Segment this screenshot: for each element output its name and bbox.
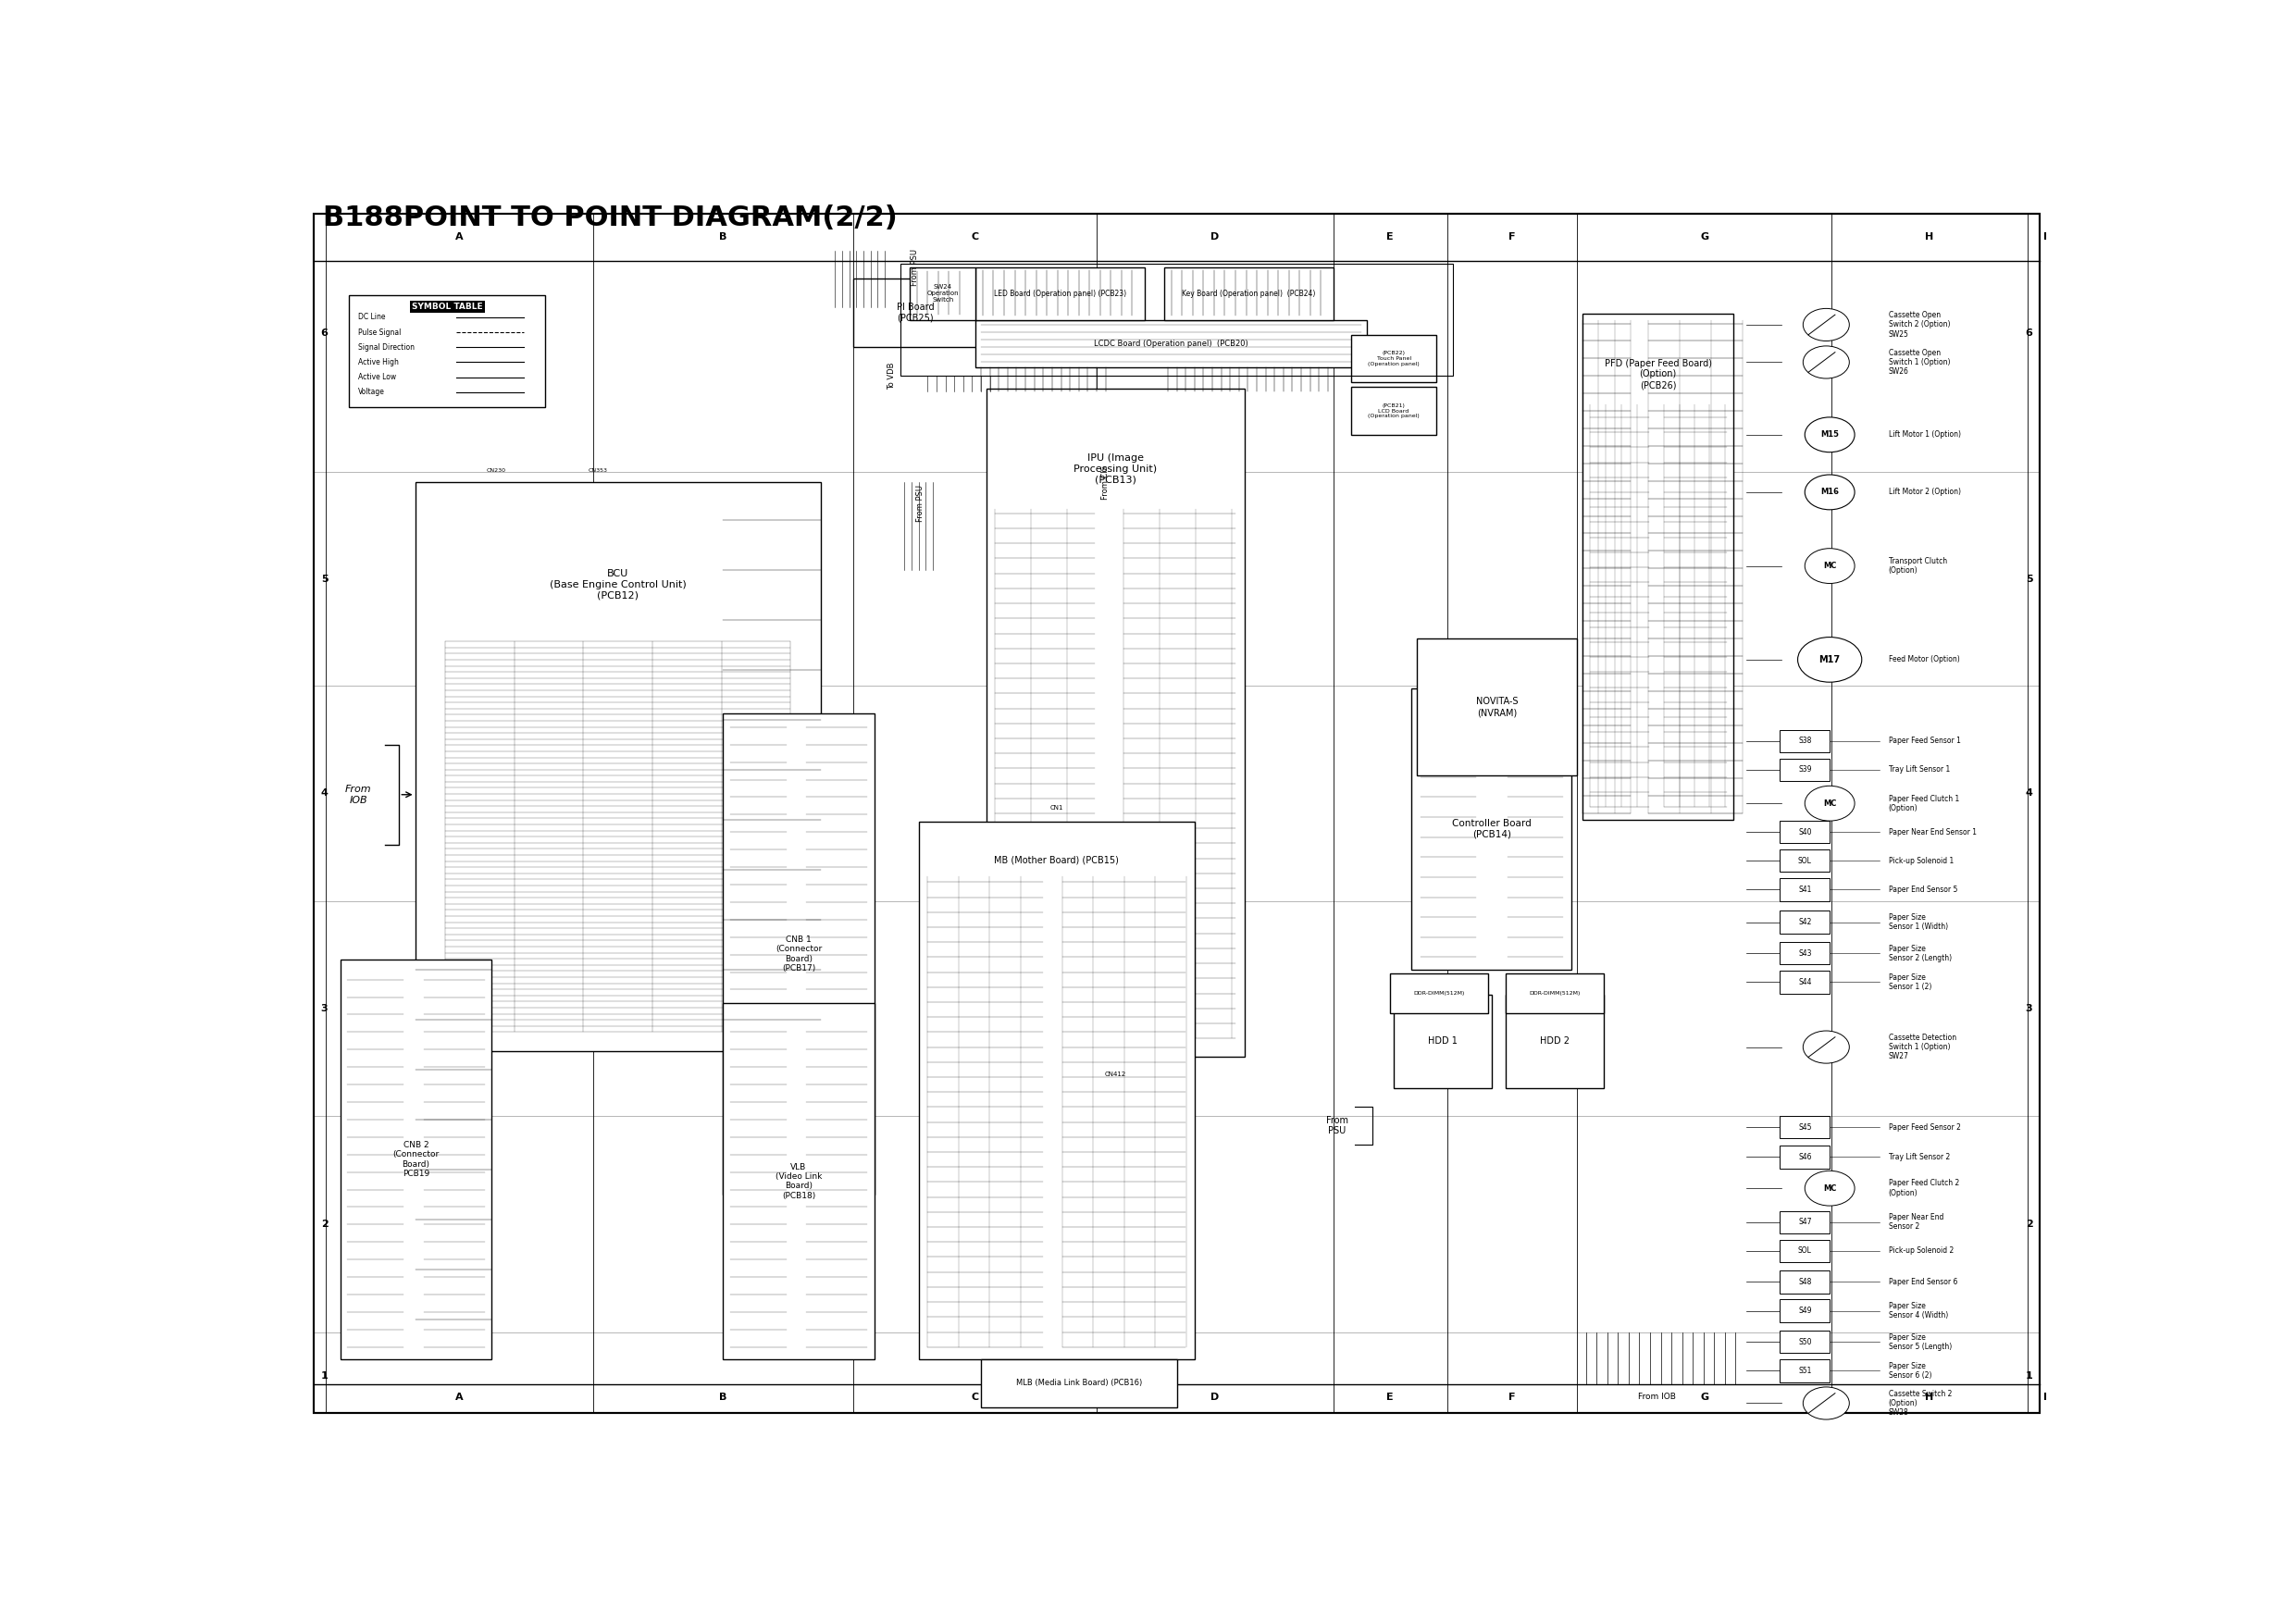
Text: 3: 3: [2025, 1003, 2032, 1013]
Text: DDR-DIMM(512M): DDR-DIMM(512M): [1414, 992, 1465, 995]
Text: SOL: SOL: [1798, 857, 1812, 865]
Circle shape: [1805, 786, 1855, 821]
Bar: [1779, 1115, 1830, 1138]
Text: Pick-up Solenoid 2: Pick-up Solenoid 2: [1890, 1246, 1954, 1255]
Text: 6: 6: [2025, 329, 2032, 338]
Text: From PSU: From PSU: [916, 485, 925, 521]
Bar: [1779, 971, 1830, 993]
Bar: [980, 1360, 1178, 1407]
Text: SYMBOL TABLE: SYMBOL TABLE: [411, 302, 482, 310]
Text: Paper Near End
Sensor 2: Paper Near End Sensor 2: [1890, 1212, 1942, 1230]
Text: From CIS: From CIS: [1102, 466, 1109, 500]
Bar: [1779, 1300, 1830, 1323]
Bar: [1506, 995, 1605, 1089]
Text: Paper Size
Sensor 1 (Width): Paper Size Sensor 1 (Width): [1890, 914, 1947, 932]
Bar: [723, 714, 875, 1195]
Text: 2: 2: [321, 1220, 328, 1229]
Text: From PSU: From PSU: [912, 248, 918, 286]
Text: Paper Feed Sensor 2: Paper Feed Sensor 2: [1890, 1123, 1961, 1131]
Text: D: D: [1210, 1393, 1219, 1402]
Circle shape: [1802, 1031, 1848, 1063]
Text: A: A: [455, 232, 464, 242]
Text: Paper Feed Clutch 2
(Option): Paper Feed Clutch 2 (Option): [1890, 1180, 1958, 1198]
Text: Lift Motor 2 (Option): Lift Motor 2 (Option): [1890, 489, 1961, 497]
Text: S43: S43: [1798, 949, 1812, 958]
Text: S47: S47: [1798, 1217, 1812, 1227]
Bar: [900, 263, 1453, 377]
Text: H: H: [1924, 1393, 1933, 1402]
Text: S46: S46: [1798, 1152, 1812, 1160]
Circle shape: [1802, 1388, 1848, 1420]
Bar: [1779, 821, 1830, 844]
Text: PI Board
(PCB25): PI Board (PCB25): [895, 304, 934, 323]
Text: B: B: [719, 1393, 728, 1402]
Text: Paper Size
Sensor 6 (2): Paper Size Sensor 6 (2): [1890, 1362, 1931, 1380]
Bar: [1779, 730, 1830, 751]
Bar: [1394, 995, 1492, 1089]
Text: MC: MC: [1823, 799, 1837, 808]
Text: DDR-DIMM(512M): DDR-DIMM(512M): [1529, 992, 1580, 995]
Text: S40: S40: [1798, 828, 1812, 836]
Bar: [987, 388, 1244, 1057]
Text: Cassette Open
Switch 1 (Option)
SW26: Cassette Open Switch 1 (Option) SW26: [1890, 349, 1949, 377]
Text: CN1: CN1: [1049, 805, 1063, 810]
Text: Cassette Switch 2
(Option)
SW28: Cassette Switch 2 (Option) SW28: [1890, 1389, 1952, 1417]
Text: Cassette Open
Switch 2 (Option)
SW25: Cassette Open Switch 2 (Option) SW25: [1890, 312, 1949, 339]
Text: CN412: CN412: [1104, 1071, 1125, 1076]
Text: I: I: [2043, 1393, 2048, 1402]
Text: (PCB22)
Touch Panel
(Operation panel): (PCB22) Touch Panel (Operation panel): [1368, 351, 1419, 367]
Bar: [976, 320, 1366, 367]
Circle shape: [1798, 638, 1862, 682]
Text: DC Line: DC Line: [358, 313, 386, 321]
Text: B188POINT TO POINT DIAGRAM(2/2): B188POINT TO POINT DIAGRAM(2/2): [321, 204, 898, 232]
Text: Paper End Sensor 5: Paper End Sensor 5: [1890, 886, 1956, 894]
Text: CNB 1
(Connector
Board)
(PCB17): CNB 1 (Connector Board) (PCB17): [776, 935, 822, 972]
Bar: [1391, 974, 1488, 1013]
Text: VLB
(Video Link
Board)
(PCB18): VLB (Video Link Board) (PCB18): [776, 1162, 822, 1199]
Text: 1: 1: [2025, 1371, 2032, 1381]
Text: Voltage: Voltage: [358, 388, 386, 396]
Text: CNB 2
(Connector
Board)
PCB19: CNB 2 (Connector Board) PCB19: [393, 1141, 439, 1178]
Bar: [1164, 268, 1334, 320]
Text: CN230: CN230: [487, 469, 505, 474]
Circle shape: [1802, 346, 1848, 378]
Bar: [1412, 688, 1573, 969]
Text: Lift Motor 1 (Option): Lift Motor 1 (Option): [1890, 430, 1961, 438]
Text: S42: S42: [1798, 919, 1812, 927]
Text: S38: S38: [1798, 737, 1812, 745]
Text: MC: MC: [1823, 1185, 1837, 1193]
Bar: [1779, 758, 1830, 781]
Bar: [349, 295, 544, 407]
Text: Signal Direction: Signal Direction: [358, 342, 416, 352]
Text: PFD (Paper Feed Board)
(Option)
(PCB26): PFD (Paper Feed Board) (Option) (PCB26): [1605, 359, 1713, 390]
Bar: [340, 959, 491, 1360]
Text: SOL: SOL: [1798, 1246, 1812, 1255]
Bar: [1582, 313, 1733, 820]
Bar: [1779, 1331, 1830, 1354]
Text: S50: S50: [1798, 1337, 1812, 1345]
Text: From IOB: From IOB: [1639, 1393, 1676, 1401]
Bar: [416, 482, 822, 1050]
Text: 3: 3: [321, 1003, 328, 1013]
Text: 6: 6: [321, 329, 328, 338]
Text: S49: S49: [1798, 1307, 1812, 1315]
Text: 4: 4: [2025, 789, 2032, 799]
Text: NOVITA-S
(NVRAM): NOVITA-S (NVRAM): [1476, 698, 1518, 717]
Text: LED Board (Operation panel) (PCB23): LED Board (Operation panel) (PCB23): [994, 289, 1127, 297]
Bar: [1506, 974, 1605, 1013]
Text: 5: 5: [2025, 575, 2032, 584]
Text: F: F: [1508, 232, 1515, 242]
Text: F: F: [1508, 1393, 1515, 1402]
Bar: [852, 279, 978, 347]
Text: (PCB21)
LCD Board
(Operation panel): (PCB21) LCD Board (Operation panel): [1368, 403, 1419, 419]
Text: MLB (Media Link Board) (PCB16): MLB (Media Link Board) (PCB16): [1015, 1380, 1141, 1388]
Bar: [1779, 1271, 1830, 1294]
Text: HDD 2: HDD 2: [1541, 1037, 1570, 1047]
Text: BCU
(Base Engine Control Unit)
(PCB12): BCU (Base Engine Control Unit) (PCB12): [549, 570, 687, 601]
Text: Pick-up Solenoid 1: Pick-up Solenoid 1: [1890, 857, 1954, 865]
Text: A: A: [455, 1393, 464, 1402]
Text: G: G: [1699, 232, 1708, 242]
Bar: [1417, 638, 1577, 776]
Text: CN353: CN353: [588, 469, 608, 474]
Text: Key Board (Operation panel)  (PCB24): Key Board (Operation panel) (PCB24): [1182, 289, 1316, 297]
